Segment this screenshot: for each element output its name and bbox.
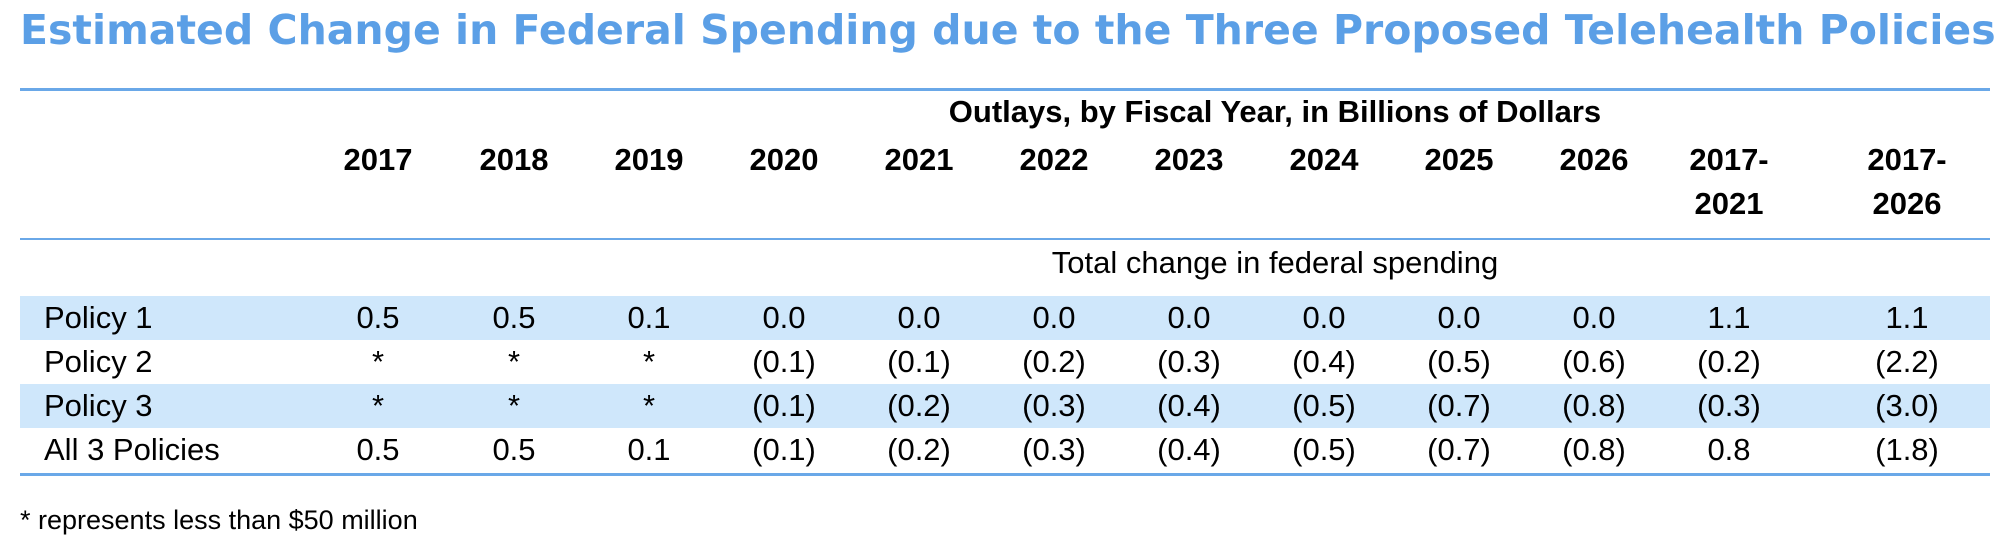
table-cell: (0.4) — [1292, 344, 1356, 379]
table-cell: (0.4) — [1157, 432, 1221, 467]
table-cell: (0.3) — [1022, 388, 1086, 423]
table-cell: (0.3) — [1157, 344, 1221, 379]
table-cell: * — [371, 344, 385, 379]
table-cell: 0.0 — [1437, 300, 1481, 335]
table-cell: (0.2) — [887, 432, 951, 467]
table-cell: 0.0 — [1572, 300, 1616, 335]
table-cell: (0.7) — [1427, 432, 1491, 467]
top-rule — [20, 88, 1990, 91]
table-cell: 1.1 — [1707, 300, 1751, 335]
column-header: 2017 — [343, 142, 413, 177]
table-cell: (0.1) — [752, 388, 816, 423]
table-cell: 0.0 — [1302, 300, 1346, 335]
table-cell: 0.8 — [1707, 432, 1751, 467]
table-cell: * — [507, 388, 521, 423]
bottom-rule — [20, 473, 1990, 476]
table-cell: (0.8) — [1562, 432, 1626, 467]
table-cell: (0.5) — [1292, 388, 1356, 423]
table-super-header: Outlays, by Fiscal Year, in Billions of … — [948, 94, 1602, 129]
table-row: Policy 1 0.5 0.5 0.1 0.0 0.0 0.0 0.0 0.0 0.0 0.0 1.… — [20, 296, 1990, 340]
column-header: 2019 — [614, 142, 684, 177]
table-cell: (0.2) — [1022, 344, 1086, 379]
table-cell: (2.2) — [1875, 344, 1939, 379]
table-cell: (0.6) — [1562, 344, 1626, 379]
column-header: 2021 — [884, 142, 954, 177]
column-header: 2020 — [749, 142, 819, 177]
footnote: * represents less than $50 million — [20, 505, 418, 535]
table-cell: (0.2) — [1697, 344, 1761, 379]
column-header: 2022 — [1019, 142, 1089, 177]
table-cell: (0.5) — [1427, 344, 1491, 379]
table-cell: (0.8) — [1562, 388, 1626, 423]
table-cell: 0.0 — [1032, 300, 1076, 335]
row-label: Policy 2 — [44, 344, 153, 379]
table-cell: (0.7) — [1427, 388, 1491, 423]
table-cell: 0.5 — [356, 300, 400, 335]
table-cell: (0.1) — [887, 344, 951, 379]
table-cell: (3.0) — [1875, 388, 1939, 423]
column-header: 2023 — [1154, 142, 1224, 177]
column-header: 2024 — [1289, 142, 1359, 177]
table-cell: (0.3) — [1022, 432, 1086, 467]
page-title: Estimated Change in Federal Spending due… — [20, 6, 1996, 54]
table-cell: 0.0 — [1167, 300, 1211, 335]
table-cell: * — [371, 388, 385, 423]
section-title: Total change in federal spending — [1051, 245, 1499, 280]
table-row: All 3 Policies 0.5 0.5 0.1 (0.1) (0.2) (0.3) (0… — [20, 428, 1990, 472]
table-cell: (0.3) — [1697, 388, 1761, 423]
column-header: 2026 — [1559, 142, 1629, 177]
header-rule — [20, 238, 1990, 240]
column-header: 2025 — [1424, 142, 1494, 177]
row-label: All 3 Policies — [44, 432, 220, 467]
table-cell: 0.5 — [356, 432, 400, 467]
table-cell: 0.5 — [492, 432, 536, 467]
row-label: Policy 1 — [44, 300, 153, 335]
table-row: Policy 3 * * * (0.1) (0.2) (0.3) (0.4) (0.5) (0.7… — [20, 384, 1990, 428]
table-cell: (1.8) — [1875, 432, 1939, 467]
table-cell: * — [642, 344, 656, 379]
table-row: Policy 2 * * * (0.1) (0.1) (0.2) (0.3) (0.4) (0.5… — [20, 340, 1990, 384]
column-header: 2017- 2026 — [1867, 142, 1947, 221]
table-cell: (0.2) — [887, 388, 951, 423]
table-cell: 0.5 — [492, 300, 536, 335]
table-cell: 1.1 — [1885, 300, 1929, 335]
table-cell: (0.1) — [752, 432, 816, 467]
column-header: 2018 — [479, 142, 549, 177]
column-header: 2017- 2021 — [1689, 142, 1769, 221]
table-cell: * — [507, 344, 521, 379]
table-cell: (0.4) — [1157, 388, 1221, 423]
table-cell: 0.0 — [762, 300, 806, 335]
table-cell: 0.1 — [627, 432, 671, 467]
table-cell: 0.0 — [897, 300, 941, 335]
table-cell: * — [642, 388, 656, 423]
table-cell: 0.1 — [627, 300, 671, 335]
table-cell: (0.1) — [752, 344, 816, 379]
table-cell: (0.5) — [1292, 432, 1356, 467]
row-label: Policy 3 — [44, 388, 153, 423]
